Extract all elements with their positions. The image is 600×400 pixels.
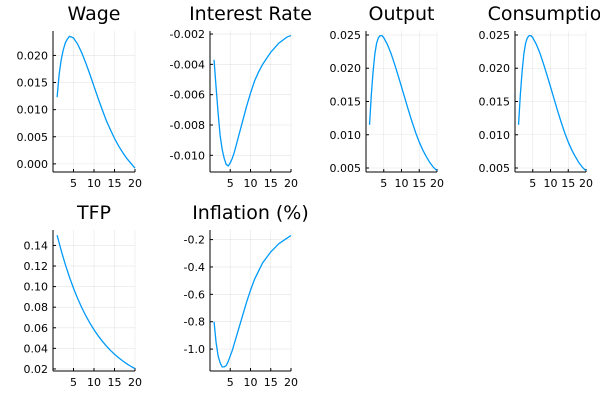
subplot-title: Interest Rate	[189, 3, 312, 25]
subplot-title: Consumption	[488, 3, 600, 25]
y-tick-label: 0.010	[479, 129, 511, 142]
y-tick-label: 0.000	[17, 158, 49, 171]
y-tick-label: -0.8	[184, 316, 205, 329]
y-tick-label: 0.04	[24, 342, 49, 355]
x-tick-label: 15	[561, 177, 575, 190]
series-line	[517, 35, 587, 172]
series-line	[213, 234, 292, 368]
y-tick-label: -0.4	[184, 261, 205, 274]
subplot-title: Output	[369, 3, 435, 25]
y-tick-label: -0.008	[170, 119, 205, 132]
x-tick-label: 10	[244, 177, 258, 190]
y-tick-label: 0.005	[330, 162, 362, 175]
subplot-title: TFP	[76, 202, 111, 224]
x-tick-label: 5	[70, 376, 77, 389]
x-tick-label: 15	[108, 376, 122, 389]
x-tick-label: 20	[284, 376, 298, 389]
x-tick-label: 10	[395, 177, 409, 190]
x-tick-label: 15	[412, 177, 426, 190]
y-tick-label: -0.002	[170, 28, 205, 41]
subplot-6: 5 10 15 20 -1.0 -0.8 -0.6 -0.4 -0.2 Inflation (%)	[184, 202, 309, 389]
x-tick-label: 15	[108, 177, 122, 190]
x-tick-label: 10	[87, 177, 101, 190]
y-tick-label: 0.025	[479, 29, 511, 42]
x-tick-label: 20	[284, 177, 298, 190]
x-tick-label: 5	[529, 177, 536, 190]
y-tick-label: -0.006	[170, 89, 205, 102]
x-tick-label: 10	[244, 376, 258, 389]
series-line	[56, 35, 136, 169]
y-tick-label: 0.14	[24, 239, 49, 252]
y-tick-label: 0.010	[330, 129, 362, 142]
y-tick-label: -0.010	[170, 149, 205, 162]
subplot-title: Inflation (%)	[192, 202, 309, 224]
y-tick-label: 0.015	[330, 96, 362, 109]
y-tick-label: -1.0	[184, 343, 205, 356]
series-line	[213, 34, 292, 167]
y-tick-label: 0.005	[17, 131, 49, 144]
x-tick-label: 5	[227, 376, 234, 389]
x-tick-label: 20	[579, 177, 593, 190]
y-tick-label: 0.12	[24, 260, 49, 273]
subplot-1: 5 10 15 20 0.000 0.005 0.010 0.015 0.020 Wage	[17, 3, 143, 190]
y-tick-label: 0.005	[479, 162, 511, 175]
x-tick-label: 5	[227, 177, 234, 190]
subplot-2: 5 10 15 20 -0.010 -0.008 -0.006 -0.004 -0.002 Int…	[170, 3, 312, 190]
y-tick-label: 0.020	[17, 49, 49, 62]
y-tick-label: 0.08	[24, 301, 49, 314]
y-tick-label: -0.004	[170, 58, 205, 71]
y-tick-label: 0.010	[17, 104, 49, 117]
x-tick-label: 5	[380, 177, 387, 190]
y-tick-label: 0.020	[479, 62, 511, 75]
y-tick-label: 0.020	[330, 62, 362, 75]
y-tick-label: 0.02	[24, 363, 49, 376]
y-tick-label: 0.015	[479, 96, 511, 109]
x-tick-label: 10	[87, 376, 101, 389]
x-tick-label: 20	[128, 376, 142, 389]
subplot-4: 5 10 15 20 0.005 0.010 0.015 0.020 0.025 Consumpt…	[479, 3, 600, 190]
series-line	[56, 234, 136, 370]
x-tick-label: 15	[264, 177, 278, 190]
series-line	[368, 35, 438, 172]
y-tick-label: -0.6	[184, 288, 205, 301]
y-tick-label: 0.06	[24, 322, 49, 335]
y-tick-label: 0.10	[24, 281, 49, 294]
x-tick-label: 10	[544, 177, 558, 190]
y-tick-label: 0.025	[330, 29, 362, 42]
y-tick-label: -0.2	[184, 234, 205, 247]
x-tick-label: 15	[264, 376, 278, 389]
x-tick-label: 5	[70, 177, 77, 190]
subplot-5: 5 10 15 20 0.02 0.04 0.06 0.08 0.10 0.12 0.14 TFP	[24, 202, 143, 389]
y-tick-label: 0.015	[17, 77, 49, 90]
subplot-3: 5 10 15 20 0.005 0.010 0.015 0.020 0.025 Output	[330, 3, 445, 190]
x-tick-label: 20	[430, 177, 444, 190]
subplot-title: Wage	[68, 3, 121, 25]
x-tick-label: 20	[128, 177, 142, 190]
